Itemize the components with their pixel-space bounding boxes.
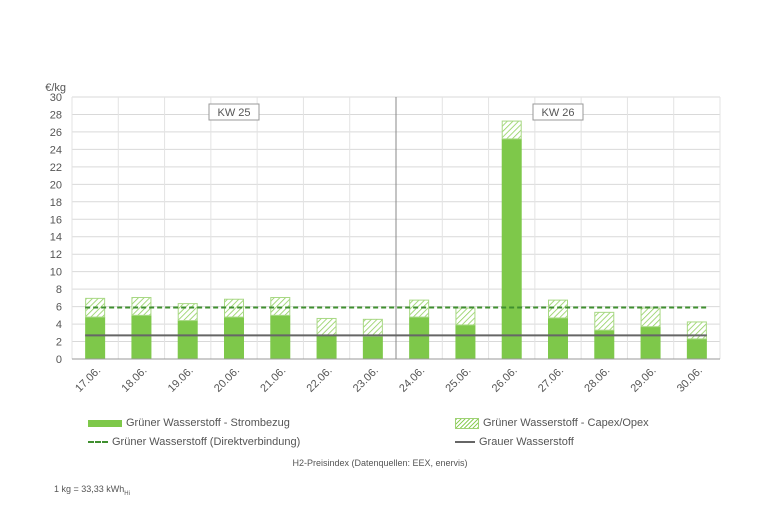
bar-layer <box>85 120 707 359</box>
x-tick-label: 30.06. <box>675 365 705 395</box>
legend-item-grau: Grauer Wasserstoff <box>455 436 574 448</box>
y-tick-label: 8 <box>56 284 62 296</box>
legend-swatch-capex <box>455 417 479 429</box>
bar-capex-opex <box>177 303 198 322</box>
x-tick-label: 29.06. <box>629 365 659 395</box>
x-tick-label: 23.06. <box>351 365 381 395</box>
bar-capex-opex <box>455 307 476 326</box>
y-tick-label: 14 <box>50 232 62 244</box>
bar-strombezug <box>594 330 615 359</box>
x-tick-label: 18.06. <box>119 365 149 395</box>
week-label-box <box>532 103 584 121</box>
bar-capex-opex <box>270 296 291 316</box>
bar-capex-opex <box>640 307 661 328</box>
legend-label-direkt: Grüner Wasserstoff (Direktverbindung) <box>112 436 301 448</box>
bar-capex-opex <box>131 296 152 316</box>
bar-strombezug <box>501 138 522 359</box>
legend-item-capex: Grüner Wasserstoff - Capex/Opex <box>455 417 649 429</box>
bar-strombezug <box>455 324 476 359</box>
bar-strombezug <box>270 315 291 359</box>
y-tick-label: 2 <box>56 337 62 349</box>
bar-capex-opex <box>548 299 568 319</box>
week-label-box <box>208 103 260 121</box>
y-tick-label: 28 <box>50 109 62 121</box>
bar-strombezug <box>177 320 198 359</box>
bar-strombezug <box>316 335 337 359</box>
legend-swatch-grau <box>455 441 475 443</box>
y-tick-label: 24 <box>50 144 62 156</box>
x-tick-label: 21.06. <box>258 365 288 395</box>
bar-capex-opex <box>409 299 430 318</box>
y-tick-label: 30 <box>50 92 62 104</box>
bar-capex-opex <box>316 317 337 336</box>
grid-layer <box>71 96 721 360</box>
x-tick-label: 19.06. <box>166 365 196 395</box>
bar-strombezug <box>409 317 430 359</box>
bar-capex-opex <box>501 120 522 140</box>
legend-item-strombezug: Grüner Wasserstoff - Strombezug <box>88 417 290 429</box>
bar-strombezug <box>640 326 661 359</box>
y-tick-label: 0 <box>56 354 62 366</box>
y-tick-label: 16 <box>50 214 62 226</box>
y-tick-label: 18 <box>50 197 62 209</box>
y-tick-label: 6 <box>56 302 62 314</box>
bar-strombezug <box>686 338 707 359</box>
x-tick-label: 20.06. <box>212 365 242 395</box>
bar-strombezug <box>548 317 568 359</box>
legend-label-strombezug: Grüner Wasserstoff - Strombezug <box>126 417 290 429</box>
legend-label-grau: Grauer Wasserstoff <box>479 436 574 448</box>
footnote-text: 1 kg = 33,33 kWh <box>54 484 125 494</box>
y-tick-label: 12 <box>50 249 62 261</box>
week-label-text: KW 25 <box>217 107 250 119</box>
week-label-2: KW 26 <box>532 103 584 121</box>
y-tick-label: 22 <box>50 162 62 174</box>
y-tick-label: 4 <box>56 319 62 331</box>
footnote-subscript: Hi <box>124 490 130 497</box>
x-tick-label: 26.06. <box>490 365 520 395</box>
y-tick-label: 26 <box>50 127 62 139</box>
bar-capex-opex <box>362 318 383 337</box>
x-tick-label: 22.06. <box>305 365 335 395</box>
chart-caption: H2-Preisindex (Datenquellen: EEX, enervi… <box>292 458 468 468</box>
x-tick-label: 17.06. <box>73 365 103 395</box>
x-tick-label: 28.06. <box>582 365 612 395</box>
x-tick-label: 27.06. <box>536 365 566 395</box>
y-tick-label: 10 <box>50 267 62 279</box>
legend-item-direkt: Grüner Wasserstoff (Direktverbindung) <box>88 436 300 448</box>
bar-strombezug <box>224 317 244 359</box>
bar-strombezug <box>362 336 383 359</box>
y-axis-label: €/kg <box>45 82 66 94</box>
week-label-1: KW 25 <box>208 103 260 121</box>
unit-footnote: 1 kg = 33,33 kWhHi <box>54 484 130 497</box>
legend-swatch-direkt <box>88 441 108 443</box>
week-label-text: KW 26 <box>541 107 574 119</box>
x-tick-label: 25.06. <box>443 365 473 395</box>
y-tick-label: 20 <box>50 179 62 191</box>
line-layer <box>85 306 707 337</box>
bar-strombezug <box>85 317 106 359</box>
bar-strombezug <box>131 315 152 359</box>
legend-swatch-strombezug <box>88 419 122 427</box>
x-tick-label: 24.06. <box>397 365 427 395</box>
legend-label-capex: Grüner Wasserstoff - Capex/Opex <box>483 417 649 429</box>
bar-capex-opex <box>594 311 615 331</box>
